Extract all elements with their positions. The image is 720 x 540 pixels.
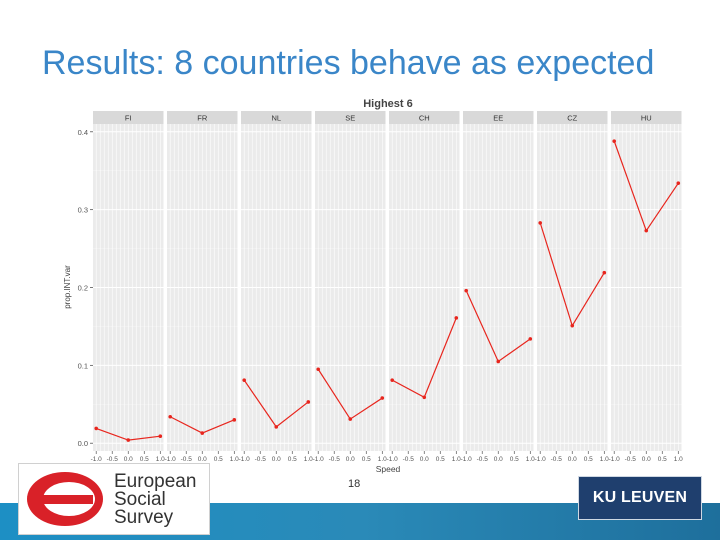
x-tick-label: 1.0: [378, 456, 387, 463]
x-tick-label: -1.0: [313, 456, 325, 463]
x-tick-label: 0.0: [494, 456, 503, 463]
data-point-se: [348, 417, 353, 421]
x-tick-label: -1.0: [609, 456, 621, 463]
chart-title: Highest 6: [363, 98, 413, 110]
x-tick-label: 0.0: [272, 456, 281, 463]
ku-leuven-logo: KU LEUVEN: [578, 476, 702, 520]
x-tick-label: 0.5: [214, 456, 223, 463]
facet-strip-cz: [537, 111, 608, 124]
x-tick-label: 1.0: [230, 456, 239, 463]
x-tick-label: 0.5: [436, 456, 445, 463]
data-point-cz: [538, 221, 543, 225]
x-tick-label: 1.0: [526, 456, 535, 463]
x-tick-label: -0.5: [551, 456, 563, 463]
x-tick-label: -1.0: [165, 456, 177, 463]
x-tick-label: 0.5: [362, 456, 371, 463]
x-tick-label: -0.5: [625, 456, 637, 463]
data-point-cz: [570, 323, 575, 328]
x-tick-label: 1.0: [452, 456, 461, 463]
ess-word-1: European: [114, 471, 197, 492]
data-point-se: [316, 367, 321, 372]
data-point-fi: [158, 434, 163, 439]
data-point-fr: [200, 431, 205, 435]
data-point-fi: [94, 426, 99, 431]
x-tick-label: 1.0: [674, 456, 683, 463]
x-tick-label: -1.0: [91, 456, 103, 463]
data-point-ch: [390, 378, 395, 382]
ess-word-3: Survey: [114, 507, 174, 528]
x-tick-label: -0.5: [403, 456, 415, 463]
x-tick-label: 1.0: [304, 456, 313, 463]
data-point-fr: [168, 414, 173, 419]
ess-word-2: Social: [114, 489, 166, 510]
ess-logo: European Social Survey: [18, 463, 210, 535]
facet-strip-ee: [463, 111, 534, 124]
facet-label-ee: EE: [493, 114, 503, 123]
x-tick-label: 0.0: [420, 456, 429, 463]
ess-swoosh-icon: [27, 472, 103, 526]
x-tick-label: 0.0: [198, 456, 207, 463]
data-point-ee: [528, 337, 533, 341]
x-tick-label: 1.0: [600, 456, 609, 463]
y-tick-label: 0.0: [78, 439, 88, 448]
facet-label-fr: FR: [197, 114, 208, 123]
facet-strip-ch: [389, 111, 460, 124]
data-point-nl: [306, 400, 311, 404]
facet-strip-hu: [611, 111, 682, 124]
data-point-fi: [126, 438, 131, 442]
x-tick-label: -0.5: [255, 456, 267, 463]
x-tick-label: -1.0: [387, 456, 399, 463]
data-point-nl: [274, 425, 279, 429]
facet-label-nl: NL: [271, 114, 281, 123]
data-point-ee: [464, 288, 469, 293]
facet-strip-fi: [93, 111, 164, 124]
y-axis-label: prop.INT.var: [63, 265, 72, 309]
x-tick-label: -0.5: [107, 456, 119, 463]
data-point-ch: [422, 395, 427, 400]
data-point-fr: [232, 418, 237, 422]
x-tick-label: -1.0: [239, 456, 251, 463]
facet-label-fi: FI: [125, 114, 132, 123]
x-axis-label: Speed: [376, 464, 401, 474]
x-tick-label: 0.0: [568, 456, 577, 463]
x-tick-label: 1.0: [156, 456, 165, 463]
x-tick-label: 0.0: [642, 456, 651, 463]
data-point-cz: [602, 270, 607, 275]
x-tick-label: -0.5: [181, 456, 193, 463]
x-tick-label: 0.5: [140, 456, 149, 463]
facet-label-se: SE: [345, 114, 355, 123]
page-number: 18: [348, 478, 361, 490]
x-tick-label: 0.0: [346, 456, 355, 463]
y-tick-label: 0.3: [78, 206, 88, 215]
x-tick-label: 0.5: [658, 456, 667, 463]
data-point-hu: [644, 228, 649, 233]
x-tick-label: 0.0: [124, 456, 133, 463]
data-point-ch: [454, 316, 459, 320]
facet-label-hu: HU: [641, 114, 652, 123]
x-tick-label: -1.0: [535, 456, 547, 463]
y-tick-label: 0.1: [78, 361, 88, 370]
facet-strip-nl: [241, 111, 312, 124]
x-tick-label: 0.5: [510, 456, 519, 463]
x-tick-label: -0.5: [477, 456, 489, 463]
data-point-ee: [496, 359, 501, 364]
x-tick-label: 0.5: [584, 456, 593, 463]
data-point-hu: [612, 139, 617, 143]
facet-strip-fr: [167, 111, 238, 124]
slide-title: Results: 8 countries behave as expected: [42, 44, 655, 82]
data-point-hu: [676, 181, 681, 185]
data-point-nl: [242, 378, 247, 382]
y-tick-label: 0.2: [78, 284, 88, 293]
data-point-se: [380, 396, 385, 400]
facet-strip-se: [315, 111, 386, 124]
x-tick-label: -1.0: [461, 456, 473, 463]
x-tick-label: 0.5: [288, 456, 297, 463]
x-tick-label: -0.5: [329, 456, 341, 463]
facet-label-cz: CZ: [567, 114, 577, 123]
y-tick-label: 0.4: [78, 128, 88, 137]
facet-label-ch: CH: [419, 114, 430, 123]
